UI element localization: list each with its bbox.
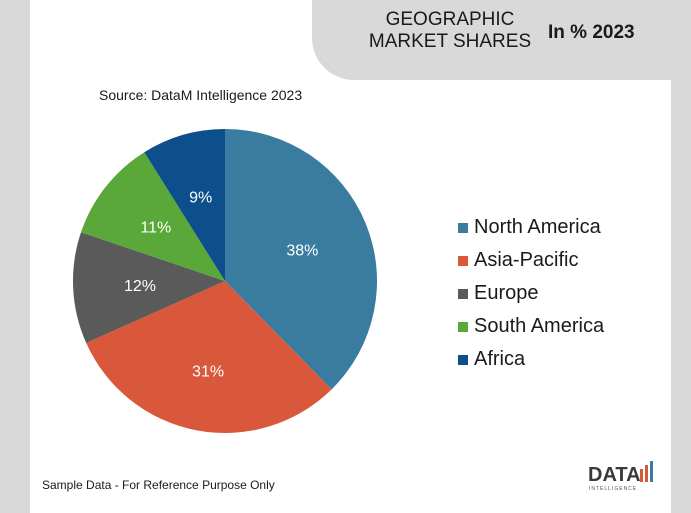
pie-slice-north-america xyxy=(225,129,378,390)
logo-bar-2 xyxy=(645,465,648,482)
legend-swatch xyxy=(458,288,468,299)
title-line-2: MARKET SHARES xyxy=(368,31,532,52)
slice-label-africa: 9% xyxy=(189,189,212,206)
datam-logo: DATA INTELLIGENCE xyxy=(588,461,653,492)
legend-swatch xyxy=(458,354,468,365)
legend-swatch xyxy=(458,255,468,266)
chart-subtitle: In % 2023 xyxy=(548,22,635,43)
legend: North America Asia-Pacific Europe South Ame… xyxy=(458,211,604,376)
legend-item-africa: Africa xyxy=(458,343,604,376)
chart-title: GEOGRAPHIC MARKET SHARES xyxy=(350,9,550,53)
source-text: Source: DataM Intelligence 2023 xyxy=(99,87,303,103)
logo-bar-1 xyxy=(640,469,643,482)
legend-label: Europe xyxy=(474,282,539,304)
pie-slice-africa xyxy=(144,129,225,281)
logo-text: DATA xyxy=(588,464,641,486)
legend-item-europe: Europe xyxy=(458,277,604,310)
slice-label-north-america: 38% xyxy=(286,242,318,259)
legend-item-north-america: North America xyxy=(458,211,604,244)
legend-label: Asia-Pacific xyxy=(474,249,579,271)
legend-label: North America xyxy=(474,216,601,238)
legend-item-south-america: South America xyxy=(458,310,604,343)
slice-label-europe: 12% xyxy=(124,278,156,295)
footnote: Sample Data - For Reference Purpose Only xyxy=(42,478,275,492)
title-tab xyxy=(312,0,691,80)
slice-label-south-america: 11% xyxy=(140,219,171,236)
legend-swatch xyxy=(458,222,468,233)
legend-item-asia-pacific: Asia-Pacific xyxy=(458,244,604,277)
legend-label: South America xyxy=(474,315,605,337)
right-strip xyxy=(671,78,691,513)
pie-slice-europe xyxy=(72,232,225,343)
pie-slice-south-america xyxy=(81,152,225,281)
legend-label: Africa xyxy=(474,348,526,370)
legend-swatch xyxy=(458,321,468,332)
logo-subtext: INTELLIGENCE xyxy=(589,486,637,492)
pie-slice-asia-pacific xyxy=(86,281,332,434)
title-line-1: GEOGRAPHIC xyxy=(385,9,515,30)
logo-bar-3 xyxy=(650,461,653,482)
slice-label-asia-pacific: 31% xyxy=(192,364,224,381)
